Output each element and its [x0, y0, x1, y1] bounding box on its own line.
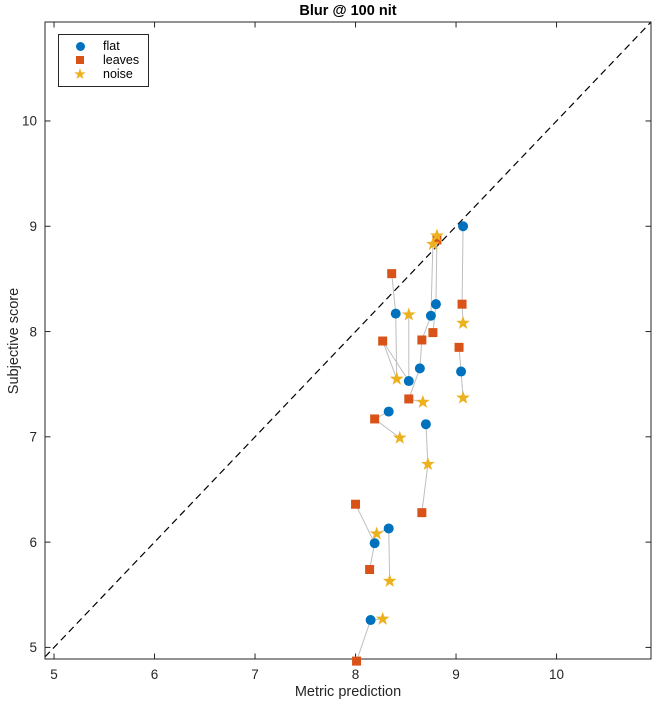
legend-item-noise: ★ noise	[59, 65, 148, 83]
plot-frame	[44, 21, 652, 660]
legend-item-flat: flat	[59, 39, 148, 53]
y-tick-label: 10	[22, 114, 37, 129]
legend-label-leaves: leaves	[103, 53, 140, 67]
x-tick-label: 6	[151, 667, 159, 682]
y-tick-label: 6	[29, 535, 37, 550]
chart-title: Blur @ 100 nit	[299, 3, 397, 19]
y-tick-label: 8	[29, 324, 37, 339]
x-tick-label: 8	[352, 667, 360, 682]
x-axis-label: Metric prediction	[294, 684, 402, 700]
y-ticks: 5 6 7 8 9 10	[22, 114, 651, 655]
legend: flat leaves ★ noise	[58, 34, 149, 87]
star-marker-icon: ★	[73, 65, 87, 83]
series-flat	[365, 221, 469, 626]
x-tick-label: 9	[452, 667, 460, 682]
identity-line	[44, 21, 652, 658]
series-leaves	[351, 235, 467, 666]
y-tick-label: 9	[29, 219, 37, 234]
legend-item-leaves: leaves	[59, 53, 148, 67]
x-ticks: 5 6 7 8 9 10	[50, 22, 564, 682]
circle-marker-icon	[70, 41, 90, 51]
square-marker-icon	[70, 56, 90, 64]
y-axis-label: Subjective score	[6, 287, 22, 395]
x-tick-label: 7	[251, 667, 259, 682]
legend-label-noise: noise	[103, 67, 133, 81]
series-noise	[369, 228, 470, 625]
x-tick-label: 10	[549, 667, 564, 682]
connector-lines	[355, 226, 464, 662]
legend-label-flat: flat	[103, 39, 120, 53]
y-tick-label: 7	[29, 430, 37, 445]
y-tick-label: 5	[29, 640, 37, 655]
x-tick-label: 5	[50, 667, 58, 682]
